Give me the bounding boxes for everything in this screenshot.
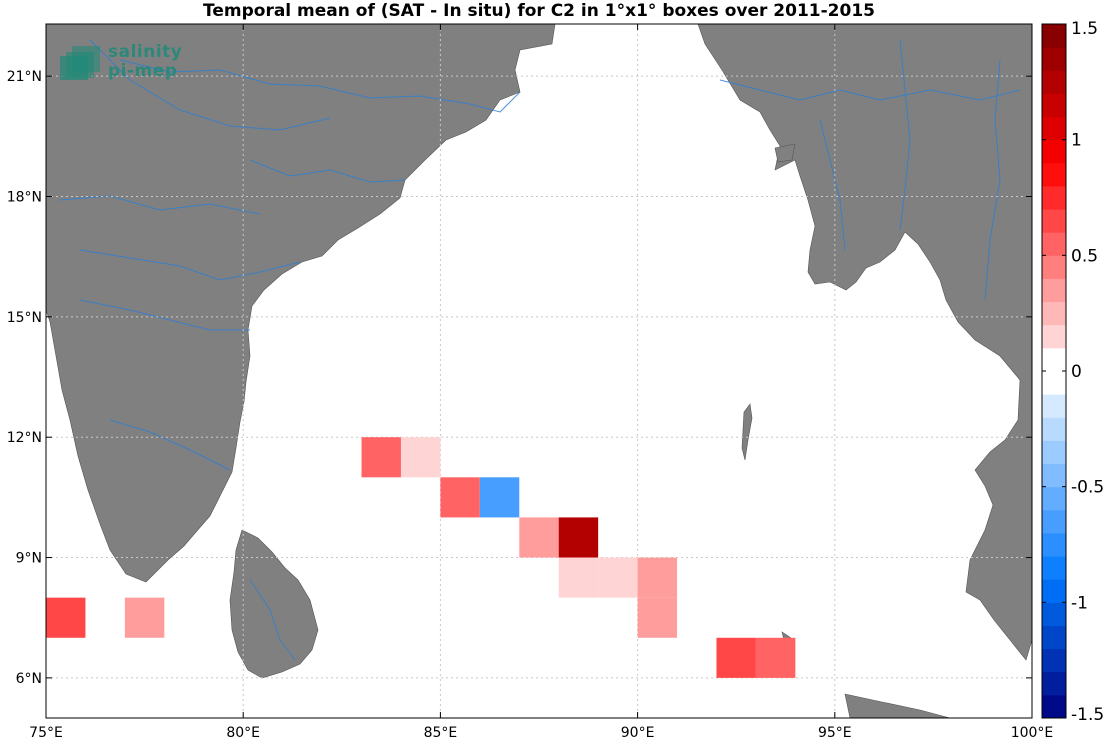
y-tick-label: 15°N — [7, 310, 42, 326]
colorbar-segment — [1042, 694, 1066, 719]
colorbar-segment — [1042, 232, 1066, 256]
data-cell — [598, 557, 638, 598]
x-tick-label: 75°E — [29, 725, 63, 740]
colorbar-segment — [1042, 139, 1066, 164]
colorbar-segment — [1042, 671, 1066, 696]
colorbar-segment — [1042, 556, 1066, 580]
colorbar-segment — [1042, 602, 1066, 626]
data-cell — [361, 437, 401, 478]
colorbar-tick-label: -0.5 — [1071, 478, 1104, 498]
land-sumatra — [844, 693, 951, 718]
land-island-north — [774, 143, 796, 163]
colorbar-tick-label: 0 — [1071, 362, 1082, 382]
river-mahanadi — [249, 159, 406, 183]
data-cell — [519, 517, 559, 558]
x-tick-label: 90°E — [621, 725, 655, 740]
colorbar-segment — [1042, 116, 1066, 141]
colorbar-segment — [1042, 347, 1066, 372]
land-myanmar — [697, 24, 1032, 661]
colorbar-segment — [1042, 301, 1066, 326]
river-ganges — [119, 59, 521, 113]
y-tick-label: 9°N — [16, 551, 42, 567]
chart-title: Temporal mean of (SAT - In situ) for C2 … — [203, 1, 875, 21]
colorbar-segment — [1042, 417, 1066, 441]
colorbar-segment — [1042, 24, 1066, 48]
colorbar-segment — [1042, 486, 1066, 511]
colorbar-segment — [1042, 278, 1066, 303]
river-irrawaddy — [899, 39, 911, 231]
river-salween — [984, 59, 1001, 301]
y-tick-label: 21°N — [7, 69, 42, 85]
y-tick-label: 6°N — [16, 671, 42, 687]
colorbar-segment — [1042, 371, 1066, 395]
data-cell — [558, 557, 599, 598]
colorbar-segment — [1042, 579, 1066, 603]
colorbar-segment — [1042, 509, 1066, 534]
colorbar-tick-label: 0.5 — [1071, 246, 1098, 266]
river-narmada — [59, 195, 261, 215]
x-tick-label: 80°E — [226, 725, 260, 740]
data-cell — [755, 637, 796, 678]
land-andaman — [741, 403, 753, 461]
colorbar-segment — [1042, 463, 1066, 488]
data-cell — [124, 597, 165, 638]
colorbar-segment — [1042, 324, 1066, 349]
colorbar-segment — [1042, 47, 1066, 71]
data-cell — [637, 597, 678, 638]
colorbar-segment — [1042, 93, 1066, 118]
colorbar-segment — [1042, 625, 1066, 650]
river-brahmaputra — [719, 79, 1021, 101]
data-cell — [637, 557, 678, 598]
colorbar-tick-label: -1 — [1071, 593, 1088, 613]
colorbar-segment — [1042, 162, 1066, 187]
data-cell — [716, 637, 756, 678]
colorbar-segment — [1042, 70, 1066, 94]
colorbar-segment — [1042, 185, 1066, 210]
river-krishna — [79, 299, 250, 331]
river-godavari — [79, 249, 301, 281]
logo-text-line2: pi-mep — [108, 61, 178, 81]
river-kaveri — [109, 419, 231, 471]
colorbar-segment — [1042, 440, 1066, 465]
x-tick-label: 85°E — [424, 725, 458, 740]
colorbar-tick-label: 1.5 — [1071, 19, 1098, 39]
salinity-pi-mep-logo: salinity pi-mep — [56, 40, 196, 86]
colorbar-segment — [1042, 532, 1066, 557]
colorbar-segment — [1042, 648, 1066, 673]
river-srilanka — [249, 579, 296, 661]
data-cell — [558, 517, 599, 558]
y-tick-label: 18°N — [7, 189, 42, 205]
logo-text-line1: salinity — [108, 42, 183, 62]
data-cell — [400, 437, 441, 478]
colorbar-segment — [1042, 255, 1066, 279]
data-cell — [479, 477, 520, 518]
colorbar-tick-label: 1 — [1071, 131, 1082, 151]
x-tick-label: 100°E — [1011, 725, 1054, 740]
river-yamuna — [89, 39, 331, 131]
data-cell — [440, 477, 480, 518]
x-tick-label: 95°E — [818, 725, 852, 740]
data-cell — [46, 597, 86, 638]
colorbar-tick-label: -1.5 — [1071, 705, 1104, 725]
logo-mark-icon — [60, 46, 100, 80]
colorbar-segment — [1042, 394, 1066, 418]
colorbar-segment — [1042, 209, 1066, 233]
axes-frame — [45, 23, 1033, 719]
y-tick-label: 12°N — [7, 430, 42, 446]
land-sri-lanka — [229, 529, 319, 679]
